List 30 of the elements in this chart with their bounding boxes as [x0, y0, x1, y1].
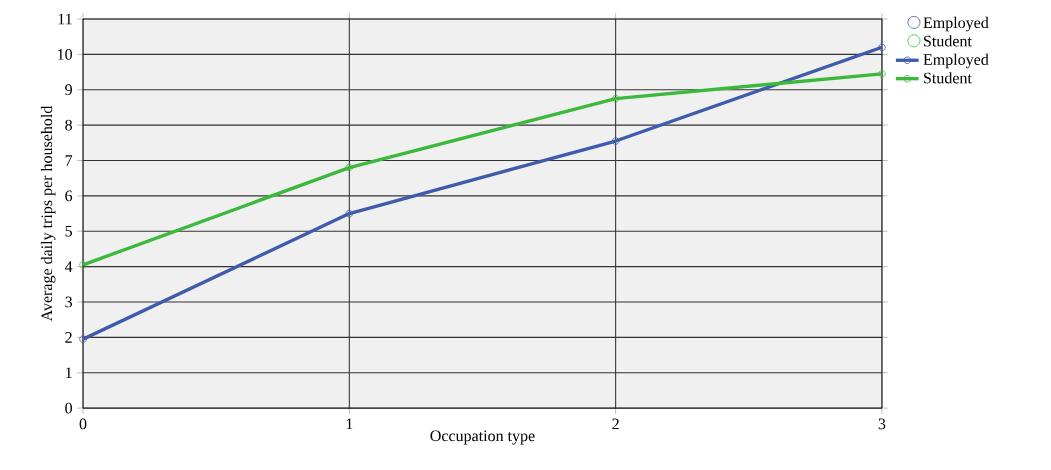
y-tick-label: 0 — [65, 402, 72, 414]
x-tick-label: 0 — [79, 418, 87, 430]
y-tick-label: 6 — [65, 190, 73, 202]
point — [878, 70, 886, 78]
x-tick-label: 3 — [878, 418, 886, 430]
y-tick-label: 8 — [65, 119, 72, 131]
x-tick-label: 2 — [612, 418, 619, 430]
point — [611, 137, 620, 145]
y-axis-title: Average daily trips per household — [40, 105, 56, 322]
point — [345, 209, 354, 218]
point — [878, 43, 886, 51]
text: Student — [924, 35, 972, 47]
point — [79, 261, 87, 269]
x-tick-label: 1 — [346, 418, 353, 430]
x-axis-title: Occupation type — [430, 430, 535, 445]
y-tick-label: 9 — [65, 84, 72, 96]
legend-label: Employed — [923, 53, 989, 69]
text: Employed — [923, 16, 989, 32]
y-tick-label: 10 — [58, 48, 72, 60]
point — [79, 335, 87, 343]
y-tick-label: 4 — [64, 261, 73, 272]
point — [345, 163, 354, 172]
legend-label: Student — [924, 72, 972, 84]
y-tick-label: 2 — [65, 332, 72, 343]
y-tick-label: 7 — [65, 155, 73, 166]
y-tick-label: 5 — [65, 225, 72, 237]
y-tick-label: 1 — [66, 367, 72, 378]
y-tick-label: 3 — [65, 296, 72, 308]
y-tick-label: 11 — [58, 13, 72, 25]
point — [611, 94, 620, 103]
